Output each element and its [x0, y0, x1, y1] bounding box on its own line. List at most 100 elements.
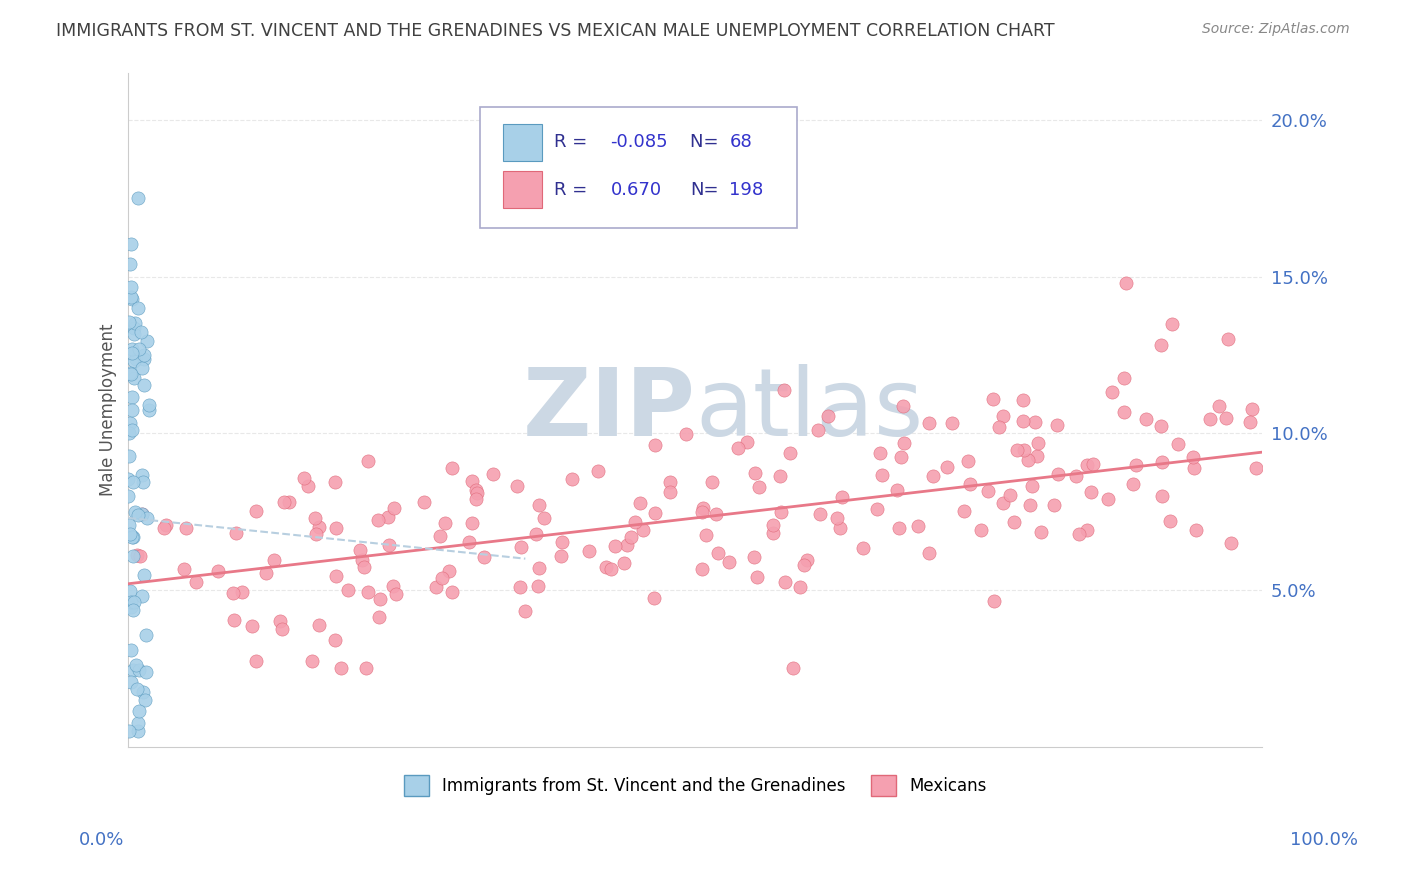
- Point: [135, 511, 157, 525]
- Point: [225, 525, 247, 540]
- Point: [354, 661, 377, 675]
- Point: [378, 538, 401, 552]
- Point: [1017, 453, 1039, 467]
- Point: [174, 521, 197, 535]
- Point: [807, 423, 830, 437]
- Point: [506, 479, 529, 493]
- Point: [1208, 399, 1230, 413]
- Point: [769, 468, 792, 483]
- Point: [122, 663, 145, 677]
- Point: [1135, 412, 1157, 426]
- Point: [1199, 412, 1222, 426]
- Point: [893, 435, 915, 450]
- Point: [128, 663, 150, 677]
- Point: [245, 504, 267, 518]
- Point: [135, 628, 157, 642]
- Point: [124, 326, 146, 341]
- Point: [425, 580, 447, 594]
- Point: [998, 488, 1021, 502]
- Point: [271, 622, 294, 636]
- Point: [441, 461, 464, 475]
- Point: [692, 500, 714, 515]
- Point: [644, 438, 666, 452]
- Point: [578, 543, 600, 558]
- Point: [970, 523, 993, 537]
- Point: [1125, 458, 1147, 473]
- Point: [702, 475, 724, 489]
- Point: [1115, 276, 1137, 290]
- Point: [748, 480, 770, 494]
- Point: [887, 521, 910, 535]
- Point: [890, 450, 912, 465]
- Point: [1182, 460, 1205, 475]
- Point: [325, 521, 347, 535]
- Point: [122, 354, 145, 368]
- Point: [742, 549, 765, 564]
- Point: [1043, 498, 1066, 512]
- Point: [121, 346, 143, 360]
- Point: [131, 589, 153, 603]
- Point: [718, 555, 741, 569]
- Text: 0.670: 0.670: [610, 180, 661, 199]
- Point: [1012, 393, 1035, 408]
- Point: [619, 530, 641, 544]
- Point: [735, 434, 758, 449]
- Point: [132, 475, 155, 489]
- Point: [458, 534, 481, 549]
- Point: [869, 446, 891, 460]
- Point: [695, 528, 717, 542]
- Point: [603, 540, 626, 554]
- Point: [325, 569, 347, 583]
- Point: [917, 546, 939, 560]
- Point: [1018, 498, 1040, 512]
- Point: [297, 479, 319, 493]
- Text: R =: R =: [554, 180, 593, 199]
- Point: [644, 506, 666, 520]
- Point: [527, 579, 550, 593]
- Point: [357, 454, 380, 468]
- FancyBboxPatch shape: [479, 107, 797, 228]
- Point: [207, 565, 229, 579]
- Point: [382, 501, 405, 516]
- Point: [779, 446, 801, 460]
- Point: [1021, 479, 1043, 493]
- Point: [886, 483, 908, 498]
- Point: [529, 560, 551, 574]
- Point: [349, 543, 371, 558]
- Point: [121, 423, 143, 437]
- Point: [782, 661, 804, 675]
- Point: [1076, 458, 1098, 472]
- Point: [1244, 461, 1267, 475]
- Point: [599, 562, 621, 576]
- Point: [120, 237, 142, 252]
- Point: [121, 342, 143, 356]
- Y-axis label: Male Unemployment: Male Unemployment: [100, 324, 117, 496]
- Point: [1185, 523, 1208, 537]
- Point: [120, 280, 142, 294]
- Text: N=: N=: [690, 134, 724, 152]
- FancyBboxPatch shape: [503, 170, 543, 208]
- Point: [706, 545, 728, 559]
- Point: [527, 498, 550, 512]
- Point: [131, 507, 153, 521]
- Point: [323, 475, 346, 489]
- Point: [1150, 490, 1173, 504]
- Point: [1046, 417, 1069, 432]
- Point: [120, 643, 142, 657]
- Point: [817, 409, 839, 423]
- Point: [245, 654, 267, 668]
- Point: [1080, 484, 1102, 499]
- Point: [1029, 525, 1052, 540]
- Point: [631, 523, 654, 537]
- Point: [132, 685, 155, 699]
- Point: [131, 507, 153, 521]
- Point: [952, 504, 974, 518]
- Text: R =: R =: [554, 134, 593, 152]
- Point: [1002, 516, 1025, 530]
- Point: [118, 518, 141, 533]
- Point: [124, 505, 146, 519]
- Point: [120, 290, 142, 304]
- Point: [510, 541, 533, 555]
- Point: [977, 483, 1000, 498]
- Point: [117, 472, 139, 486]
